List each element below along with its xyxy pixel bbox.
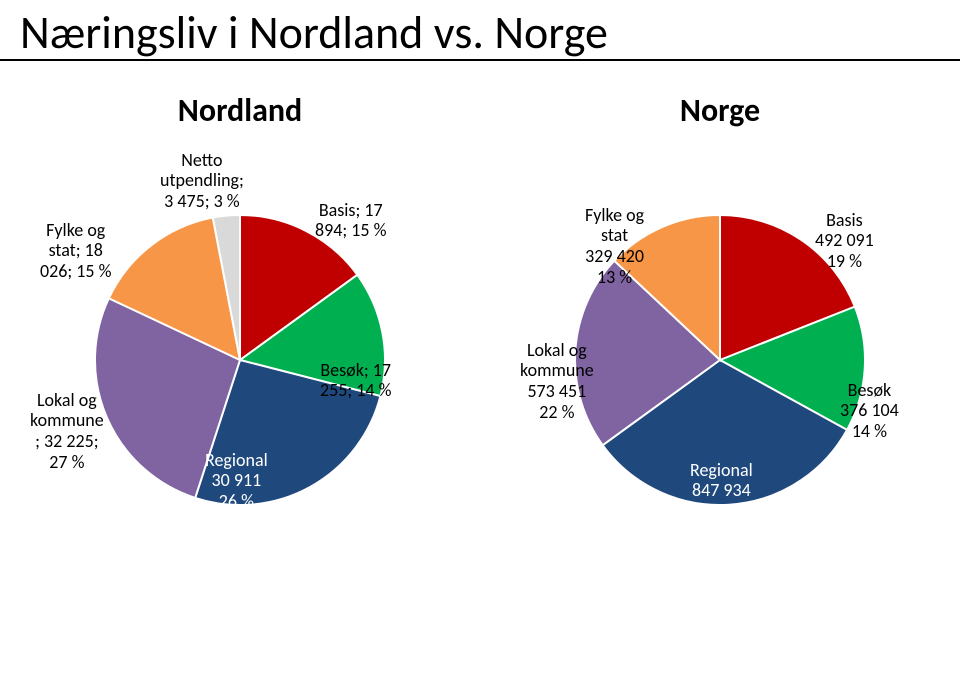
slice-label-nordland-0: Basis; 17 894; 15 % [315,200,386,241]
slice-label-norge-0: Basis 492 091 19 % [815,210,874,272]
page-title: Næringsliv i Nordland vs. Norge [0,0,960,61]
slice-label-norge-1: Besøk 376 104 14 % [840,380,899,442]
chart-nordland: Nordland Basis; 17 894; 15 % Besøk; 17 25… [30,91,450,570]
chart-title-nordland: Nordland [178,91,302,130]
slice-label-nordland-2: Regional 30 911 26 % [205,450,268,512]
slice-label-nordland-3: Lokal og kommune ; 32 225; 27 % [30,390,104,473]
chart-title-norge: Norge [680,91,760,130]
pie-norge: Basis 492 091 19 % Besøk 376 104 14 % Regi… [510,150,930,570]
slice-label-nordland-4: Fylke og stat; 18 026; 15 % [40,220,111,282]
slice-label-norge-3: Lokal og kommune 573 451 22 % [520,340,594,423]
slice-label-nordland-5: Netto utpendling; 3 475; 3 % [160,150,244,212]
slice-label-norge-4: Fylke og stat 329 420 13 % [585,205,644,288]
slice-label-norge-2: Regional 847 934 32 % [690,460,753,522]
charts-row: Nordland Basis; 17 894; 15 % Besøk; 17 25… [0,91,960,570]
pie-nordland: Basis; 17 894; 15 % Besøk; 17 255; 14 % Re… [30,150,450,570]
chart-norge: Norge Basis 492 091 19 % Besøk 376 104 14… [510,91,930,570]
slice-label-nordland-1: Besøk; 17 255; 14 % [320,360,391,401]
